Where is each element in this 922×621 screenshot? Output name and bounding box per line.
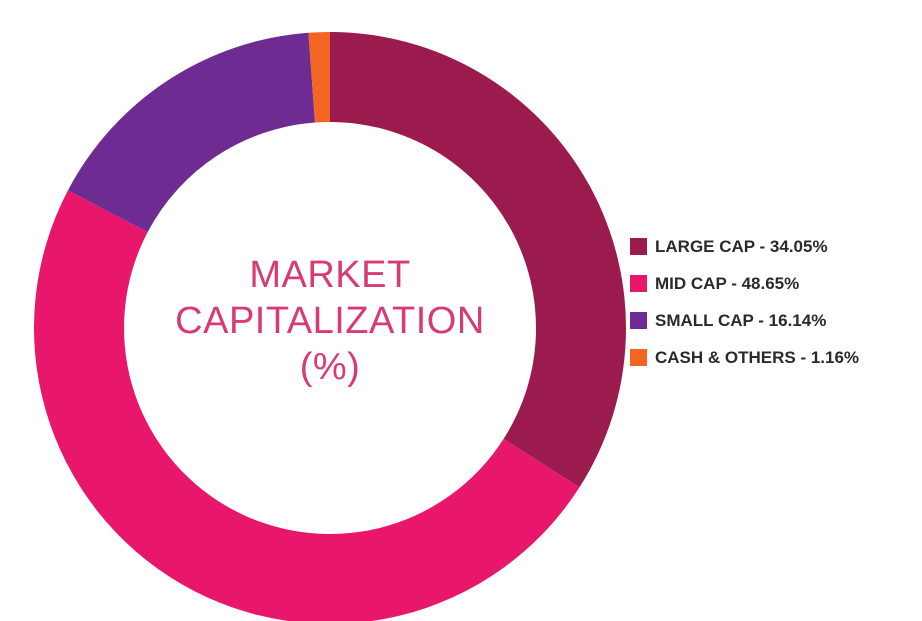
legend-item-large-cap: LARGE CAP - 34.05% [630, 228, 915, 265]
legend-label-small-cap: SMALL CAP - 16.14% [655, 310, 827, 330]
chart-title-line-1: MARKET [249, 254, 411, 296]
legend-swatch-small-cap [630, 312, 647, 329]
legend-swatch-cash-others [630, 349, 647, 366]
chart-title-line-2: CAPITALIZATION [175, 300, 485, 342]
legend: LARGE CAP - 34.05% MID CAP - 48.65% SMAL… [630, 228, 915, 376]
chart-title: MARKET CAPITALIZATION (%) [170, 252, 490, 390]
legend-item-small-cap: SMALL CAP - 16.14% [630, 302, 915, 339]
legend-label-mid-cap: MID CAP - 48.65% [655, 273, 800, 293]
legend-label-large-cap: LARGE CAP - 34.05% [655, 236, 828, 256]
legend-item-mid-cap: MID CAP - 48.65% [630, 265, 915, 302]
legend-item-cash-others: CASH & OTHERS - 1.16% [630, 339, 915, 376]
slice-cash-others [308, 32, 330, 123]
slice-large-cap [330, 32, 627, 488]
slice-mid-cap [34, 190, 580, 621]
legend-swatch-large-cap [630, 238, 647, 255]
slice-small-cap [67, 32, 315, 233]
chart-title-line-3: (%) [299, 346, 361, 388]
donut-slices [34, 32, 627, 621]
legend-label-cash-others: CASH & OTHERS - 1.16% [655, 347, 860, 367]
legend-swatch-mid-cap [630, 275, 647, 292]
